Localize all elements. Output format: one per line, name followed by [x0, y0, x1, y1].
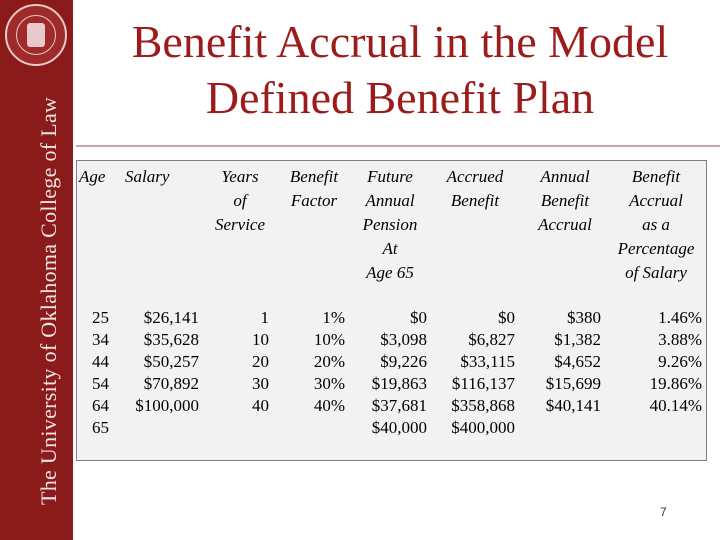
table-cell: $380 [567, 308, 601, 327]
table-row: 25 $26,141 1 1% $0 $0 $380 1.46% [77, 307, 706, 329]
column-header-line: At [382, 239, 398, 258]
column-header-line: Age 65 [366, 263, 414, 282]
table-cell: $15,699 [545, 374, 601, 393]
column-header-line: Pension [362, 215, 418, 234]
table-cell: $4,652 [554, 352, 601, 371]
column-header: Benefit Accrual as a Percentage of Salary [605, 165, 707, 285]
table-cell: 9.26% [658, 352, 702, 371]
column-header: Accrued Benefit [429, 165, 521, 213]
university-seal-icon [5, 4, 67, 66]
column-header: Annual Benefit Accrual [525, 165, 605, 237]
table-cell: $3,098 [380, 330, 427, 349]
title-divider [76, 145, 720, 147]
column-header-line: Benefit [631, 167, 681, 186]
table-cell: 44 [92, 352, 109, 371]
table-row: 65 $40,000 $400,000 [77, 417, 706, 439]
table-cell: $26,141 [143, 308, 199, 327]
table-cell: 19.86% [649, 374, 702, 393]
table-cell: $116,137 [451, 374, 515, 393]
column-header-line: Accrued [446, 167, 504, 186]
column-header-line: as a [642, 215, 670, 234]
slide-title: Benefit Accrual in the Model Defined Ben… [80, 14, 720, 126]
column-header-line: of Salary [625, 263, 687, 282]
table-cell: 25 [92, 308, 109, 327]
column-header-line: Salary [125, 167, 170, 186]
benefit-accrual-table: Age Salary Years of Service Benefit Factor Futu… [76, 160, 707, 461]
column-header-line: Accrual [629, 191, 683, 210]
table-cell: $0 [410, 308, 427, 327]
table-cell: 1.46% [658, 308, 702, 327]
table-cell: 1% [322, 308, 345, 327]
column-header: Future Annual Pension At Age 65 [351, 165, 429, 285]
banner-text: The University of Oklahoma College of La… [36, 96, 61, 505]
table-cell: 20% [313, 352, 345, 371]
column-header: Benefit Factor [279, 165, 349, 213]
column-header-line: Annual [540, 167, 590, 186]
table-row: 64 $100,000 40 40% $37,681 $358,868 $40,141 40.… [77, 395, 706, 417]
table-cell: 10 [252, 330, 269, 349]
column-header-line: Benefit [540, 191, 590, 210]
table-cell: 65 [92, 418, 109, 437]
table-cell: $35,628 [143, 330, 199, 349]
column-header-line: Future [367, 167, 413, 186]
seal-emblem-icon [27, 23, 45, 47]
column-header: Years of Service [205, 165, 275, 237]
slide-title-line-1: Benefit Accrual in the Model [131, 16, 669, 67]
table-cell: $100,000 [135, 396, 199, 415]
table-cell: 54 [92, 374, 109, 393]
table-row: 44 $50,257 20 20% $9,226 $33,115 $4,652 9.26% [77, 351, 706, 373]
table-cell: $358,868 [451, 396, 515, 415]
table-cell: $33,115 [460, 352, 515, 371]
table-cell: 30% [313, 374, 345, 393]
column-header-line: Benefit [289, 167, 339, 186]
column-header: Age [79, 165, 115, 189]
column-header-line: Annual [365, 191, 415, 210]
table-cell: $40,141 [545, 396, 601, 415]
column-header-line: Factor [290, 191, 338, 210]
table-cell: 40% [313, 396, 345, 415]
column-header-line: Years [221, 167, 259, 186]
column-header-line: Percentage [617, 239, 695, 258]
table-cell: 40.14% [649, 396, 702, 415]
table-cell: 10% [313, 330, 345, 349]
table-cell: 30 [252, 374, 269, 393]
table-cell: $400,000 [451, 418, 515, 437]
page-number: 7 [660, 505, 667, 519]
table-cell: $37,681 [371, 396, 427, 415]
table-cell: 1 [260, 308, 270, 327]
table-cell: 20 [252, 352, 269, 371]
table-cell: $0 [498, 308, 515, 327]
column-header-line: Service [214, 215, 266, 234]
table-cell: $40,000 [371, 418, 427, 437]
table-cell: $1,382 [554, 330, 601, 349]
table-cell: 64 [92, 396, 109, 415]
table-cell: $19,863 [371, 374, 427, 393]
table-cell: $6,827 [468, 330, 515, 349]
column-header-line: Accrual [538, 215, 592, 234]
table-row: 34 $35,628 10 10% $3,098 $6,827 $1,382 3.88% [77, 329, 706, 351]
column-header-line: Benefit [450, 191, 500, 210]
column-header-line: of [233, 191, 247, 210]
column-header: Salary [125, 165, 210, 189]
table-cell: $9,226 [380, 352, 427, 371]
table-cell: 3.88% [658, 330, 702, 349]
table-row: 54 $70,892 30 30% $19,863 $116,137 $15,699 19.8… [77, 373, 706, 395]
side-banner: The University of Oklahoma College of La… [0, 0, 73, 540]
table-cell: 34 [92, 330, 109, 349]
table-cell: $70,892 [143, 374, 199, 393]
table-cell: $50,257 [143, 352, 199, 371]
column-header-line: Age [79, 167, 106, 186]
table-cell: 40 [252, 396, 269, 415]
slide-title-line-2: Defined Benefit Plan [205, 72, 595, 123]
